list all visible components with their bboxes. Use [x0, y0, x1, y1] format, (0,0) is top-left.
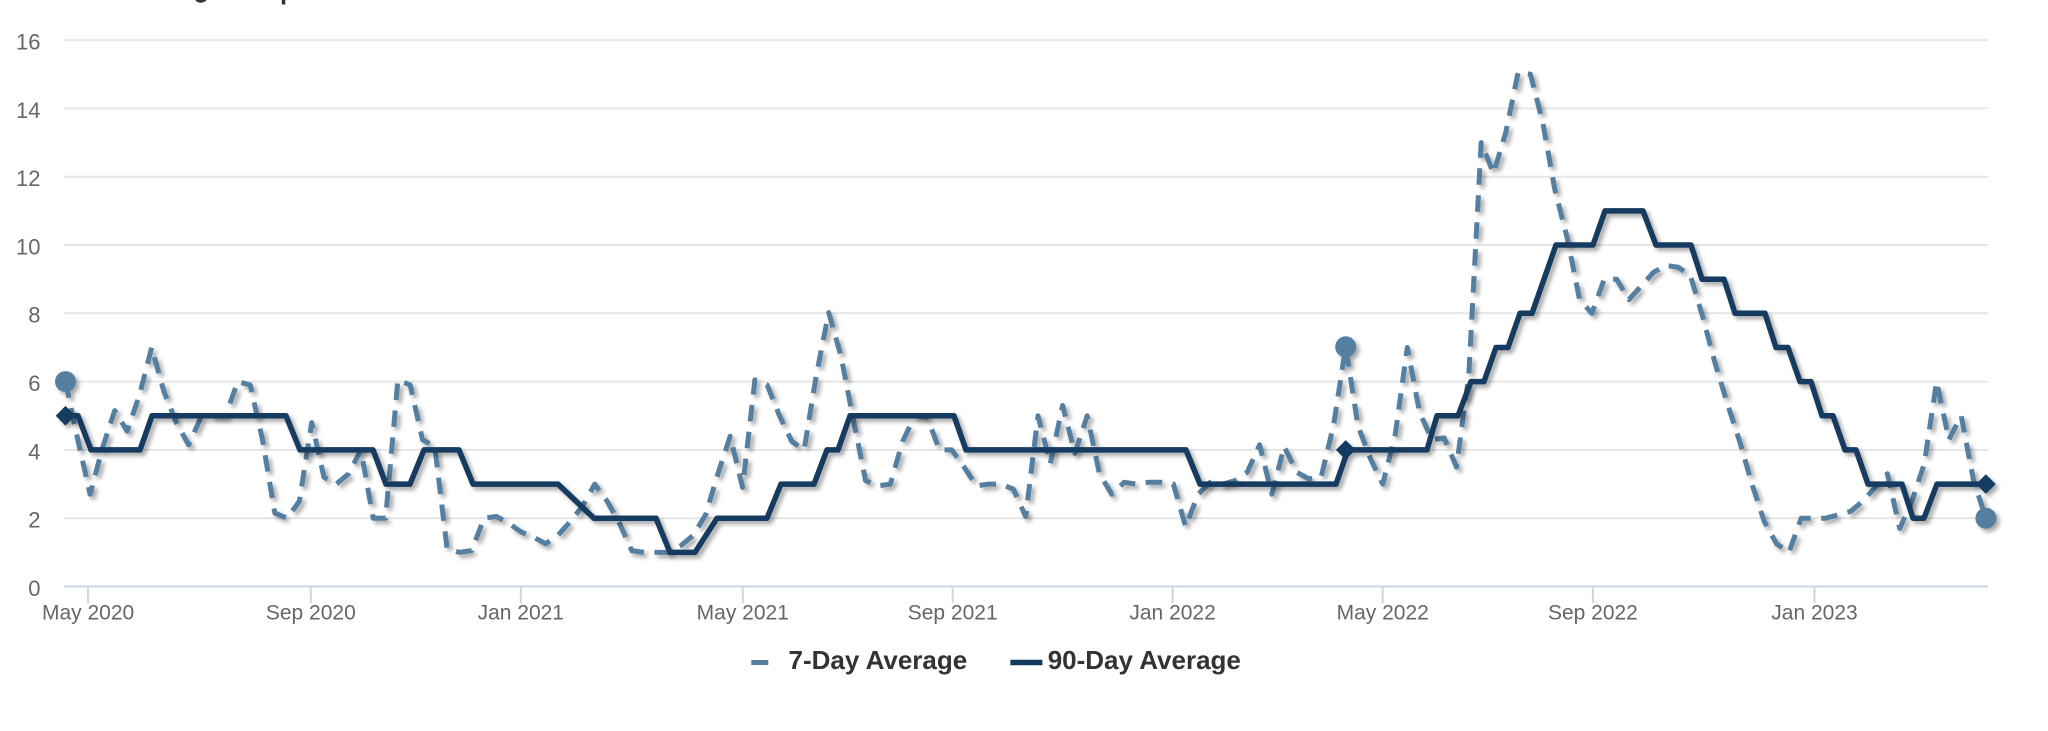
svg-text:4: 4 — [28, 439, 40, 464]
svg-text:10: 10 — [16, 234, 40, 259]
svg-text:0: 0 — [28, 576, 40, 601]
svg-text:Jan 2021: Jan 2021 — [478, 602, 564, 625]
svg-text:2: 2 — [28, 508, 40, 533]
svg-text:May 2021: May 2021 — [697, 602, 789, 625]
svg-text:14: 14 — [16, 98, 40, 123]
svg-text:Sep 2020: Sep 2020 — [266, 602, 356, 625]
svg-text:Jan 2023: Jan 2023 — [1771, 602, 1857, 625]
svg-text:May 2022: May 2022 — [1337, 602, 1429, 625]
svg-text:Jan 2022: Jan 2022 — [1129, 602, 1215, 625]
svg-text:12: 12 — [16, 166, 40, 191]
svg-text:7-Day Average: 7-Day Average — [789, 645, 968, 675]
svg-text:90-Day Average: 90-Day Average — [1048, 645, 1241, 675]
svg-text:6: 6 — [28, 371, 40, 396]
svg-text:8: 8 — [28, 303, 40, 328]
svg-text:May 2020: May 2020 — [42, 602, 134, 625]
svg-text:16: 16 — [16, 30, 40, 55]
svg-text:Sep 2022: Sep 2022 — [1548, 602, 1638, 625]
svg-text:Sep 2021: Sep 2021 — [908, 602, 998, 625]
